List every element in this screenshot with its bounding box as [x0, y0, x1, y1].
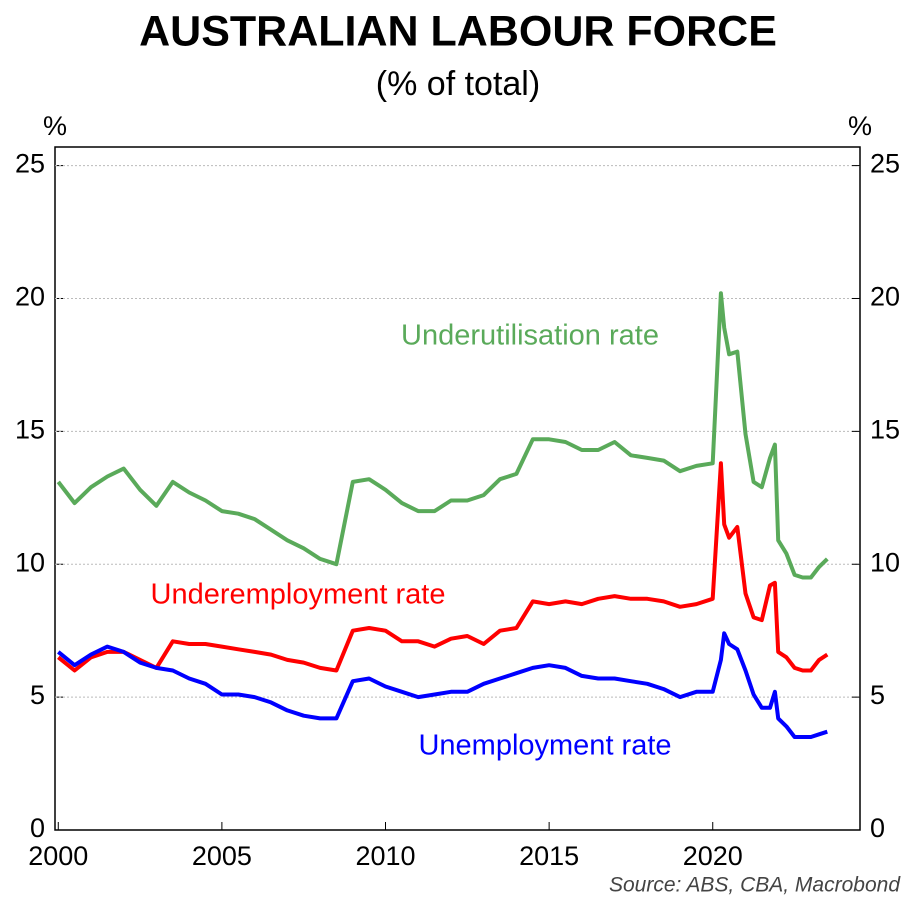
y-axis-label: %: [43, 111, 67, 141]
source-note: Source: ABS, CBA, Macrobond: [609, 874, 901, 897]
y-tick-label: 25: [15, 149, 45, 179]
y2-tick-label: 5: [870, 680, 885, 710]
series-label: Underutilisation rate: [401, 320, 659, 352]
y-tick-label: 0: [30, 813, 45, 843]
chart-title: AUSTRALIAN LABOUR FORCE: [139, 7, 777, 55]
x-tick-label: 2010: [355, 841, 415, 871]
y2-tick-label: 0: [870, 813, 885, 843]
y-tick-label: 20: [15, 282, 45, 312]
y-tick-label: 10: [15, 547, 45, 577]
series-label: Underemployment rate: [151, 579, 446, 611]
series-label: Unemployment rate: [418, 730, 671, 762]
y2-tick-label: 10: [870, 547, 900, 577]
chart-subtitle: (% of total): [376, 65, 540, 103]
y-tick-label: 15: [15, 414, 45, 444]
x-tick-label: 2000: [28, 841, 88, 871]
y2-tick-label: 20: [870, 282, 900, 312]
plot-frame: [54, 146, 861, 831]
data-line: [57, 631, 828, 739]
x-tick-label: 2020: [683, 841, 743, 871]
x-tick-label: 2005: [192, 841, 252, 871]
y2-axis-label: %: [848, 111, 872, 141]
data-line: [56, 291, 829, 580]
y-tick-label: 5: [30, 680, 45, 710]
data-line: [57, 461, 829, 673]
y2-tick-label: 15: [870, 414, 900, 444]
x-tick-label: 2015: [519, 841, 579, 871]
y2-tick-label: 25: [870, 149, 900, 179]
